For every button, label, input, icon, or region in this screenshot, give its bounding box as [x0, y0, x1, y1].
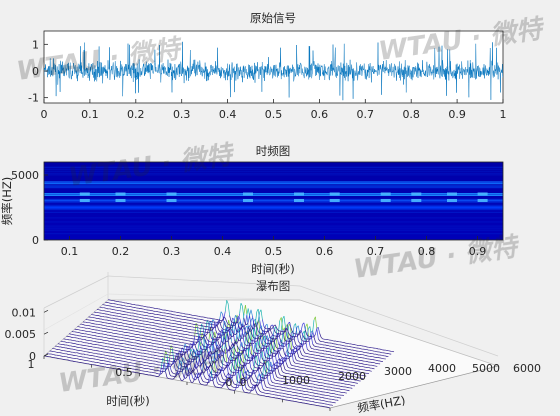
x-tick-label: 0.5 [265, 108, 283, 121]
x-tick-label: 0.2 [127, 108, 145, 121]
x-tick-label: 0.9 [448, 108, 466, 121]
x-tick-label: 0.8 [402, 108, 420, 121]
z-tick-label: 0.005 [5, 328, 37, 341]
x-tick-label: 0.1 [61, 245, 79, 258]
x-tick-label: 0.2 [112, 245, 130, 258]
y-tick-label: -1 [28, 92, 39, 105]
x-tick-label: 0.4 [214, 245, 232, 258]
axis-ticks-spectrogram: 0.1 0.2 0.3 0.4 0.5 0.6 0.7 0.8 0.9 0 5000 [11, 169, 486, 258]
x-tick-label: 0.5 [265, 245, 283, 258]
x-tick-label: 0 [240, 376, 247, 389]
y-tick-label: 1 [28, 358, 35, 371]
y-axis-label-spectrogram: 频率(HZ) [0, 177, 14, 226]
chart-title-spectrogram: 时频图 [256, 144, 291, 158]
x-tick-label: 0.9 [469, 245, 487, 258]
x-tick-label: 5000 [472, 362, 500, 375]
x-tick-label: 0.7 [357, 108, 375, 121]
x-tick-label: 0.3 [173, 108, 191, 121]
subplot-raw-signal: 原始信号 0 0.1 0.2 0.3 0.4 0.5 0.6 0.7 0.8 0.9 1-101 [28, 11, 506, 121]
y-tick-label: 0.5 [115, 366, 133, 379]
chart-title-raw-signal: 原始信号 [250, 11, 296, 25]
y-tick-label: 0 [226, 376, 233, 389]
subplot-spectrogram: 时频图 0.1 0.2 0.3 0.4 0.5 0.6 0.7 0.8 0.9 0 5000 时间(… [0, 144, 504, 276]
spectrogram-bands [44, 166, 503, 235]
spectrogram-band [44, 199, 503, 203]
x-tick-label: 0 [41, 108, 48, 121]
y-tick-label: 1 [32, 38, 39, 51]
chart-title-waterfall: 瀑布图 [256, 279, 291, 293]
x-tick-label: 1000 [282, 374, 310, 387]
x-tick-label: 0.4 [219, 108, 237, 121]
subplot-waterfall: 瀑布图 0 1000 2000 3000 4000 5000 600000.5100.005… [5, 272, 541, 415]
y-tick-label: 0 [32, 65, 39, 78]
x-tick-label: 0.8 [418, 245, 436, 258]
y-tick-label: 5000 [11, 169, 39, 182]
x-tick-label: 1 [500, 108, 507, 121]
waterfall-series [43, 299, 395, 409]
x-tick-label: 0.6 [311, 108, 329, 121]
z-tick-label: 0.01 [12, 306, 37, 319]
y-axis-label-waterfall: 时间(秒) [106, 394, 149, 408]
x-tick-label: 4000 [428, 362, 456, 375]
x-tick-label: 6000 [513, 362, 541, 375]
x-tick-label: 0.6 [316, 245, 334, 258]
x-tick-label: 0.3 [163, 245, 181, 258]
x-axis-label-spectrogram: 时间(秒) [251, 262, 294, 276]
x-tick-label: 2000 [338, 370, 366, 383]
x-tick-label: 3000 [384, 365, 412, 378]
axis-ticks-raw-signal: 0 0.1 0.2 0.3 0.4 0.5 0.6 0.7 0.8 0.9 1-101 [28, 38, 506, 121]
x-tick-label: 0.7 [367, 245, 385, 258]
signal-series-line [44, 41, 503, 101]
y-tick-label: 0 [32, 234, 39, 247]
waterfall-box [43, 272, 499, 409]
x-tick-label: 0.1 [81, 108, 99, 121]
spectrogram-band [44, 205, 503, 210]
z-tick-label: 0 [29, 350, 36, 363]
